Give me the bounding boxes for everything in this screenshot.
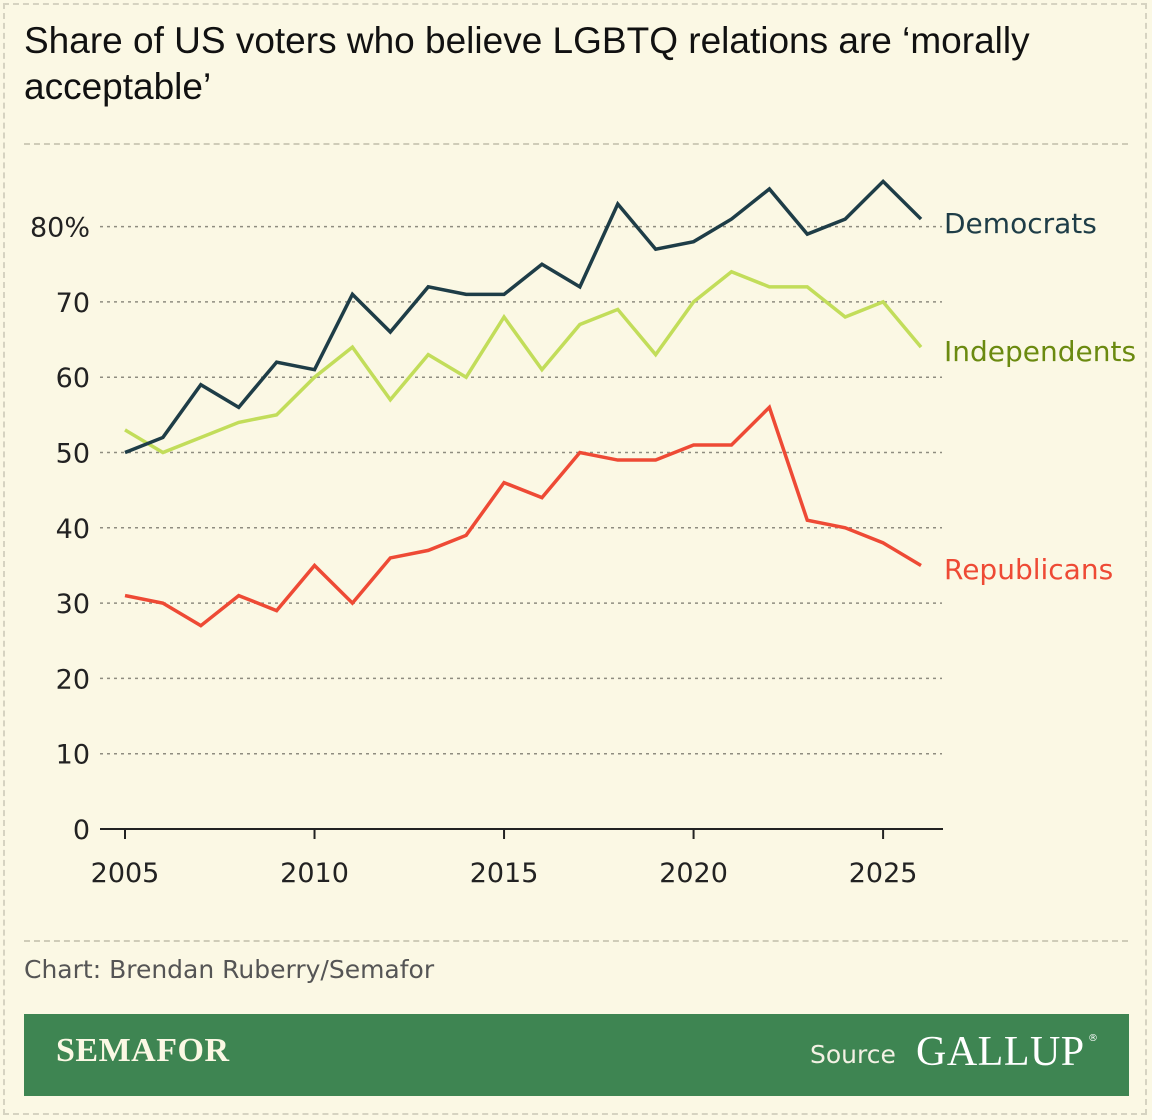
x-tick-label: 2020 <box>659 858 728 889</box>
series-label-republicans: Republicans <box>944 553 1113 586</box>
bottom-separator <box>24 940 1128 942</box>
y-tick-label: 40 <box>56 514 90 545</box>
x-tick-label: 2010 <box>280 858 349 889</box>
series-line-republicans <box>124 404 922 628</box>
y-axis: 0 10 20 30 40 50 60 70 80% <box>30 213 90 846</box>
footer-banner: SEMAFOR Source GALLUP ® <box>24 1014 1129 1096</box>
y-tick-label: 70 <box>56 288 90 319</box>
source-logo: GALLUP <box>916 1029 1085 1075</box>
source-registered-mark: ® <box>1088 1033 1098 1044</box>
grid-lines <box>100 225 942 755</box>
series-line-independents <box>124 269 923 455</box>
series-label-independents: Independents <box>944 335 1136 368</box>
chart-title: Share of US voters who believe LGBTQ rel… <box>24 20 1030 107</box>
y-tick-label: 10 <box>56 740 90 771</box>
chart-frame <box>3 3 1147 1115</box>
x-tick-label: 2005 <box>91 858 160 889</box>
source-label: Source <box>810 1040 896 1069</box>
x-axis: 2005 2010 2015 2020 2025 <box>91 828 943 889</box>
series-label-democrats: Democrats <box>944 207 1097 240</box>
y-tick-label: 20 <box>56 664 90 695</box>
y-tick-label: 0 <box>73 815 90 846</box>
y-tick-label: 50 <box>56 439 90 470</box>
top-separator <box>24 143 1128 145</box>
series-line-democrats <box>124 178 923 455</box>
chart-credit: Chart: Brendan Ruberry/Semafor <box>24 955 435 984</box>
x-tick-label: 2025 <box>849 858 918 889</box>
y-tick-label: 60 <box>56 363 90 394</box>
series-lines <box>124 178 923 628</box>
x-tick-label: 2015 <box>470 858 539 889</box>
brand-logo: SEMAFOR <box>56 1032 230 1069</box>
y-tick-label: 30 <box>56 589 90 620</box>
y-tick-label: 80% <box>30 213 90 244</box>
series-labels: Democrats Independents Republicans <box>944 207 1136 586</box>
